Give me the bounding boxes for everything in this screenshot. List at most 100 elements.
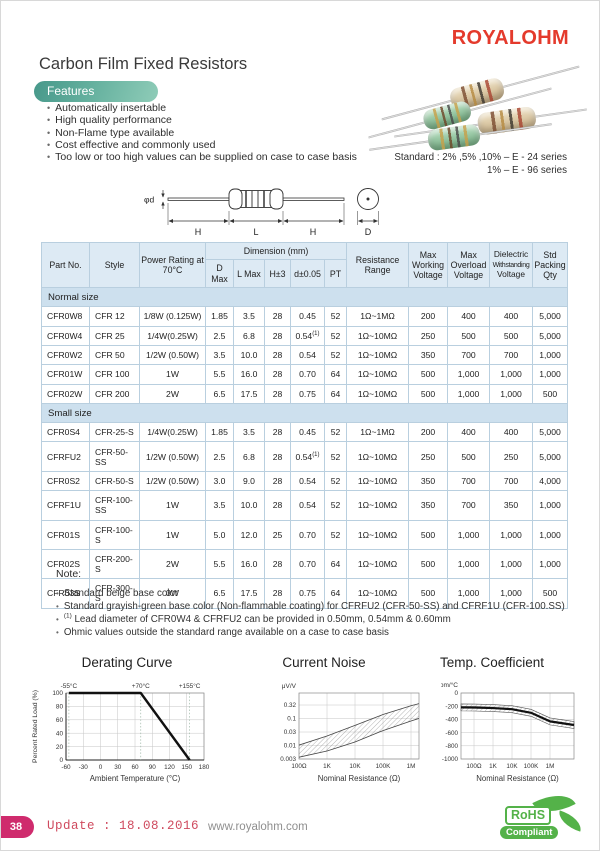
table-cell: 1,000 (447, 364, 491, 385)
svg-text:Nominal Resistance (Ω): Nominal Resistance (Ω) (476, 774, 559, 783)
table-cell: 1,000 (489, 548, 534, 580)
table-cell: 1/4W(0.25W) (139, 325, 206, 346)
svg-text:0.32: 0.32 (284, 702, 297, 709)
table-cell: 1,000 (489, 364, 534, 385)
table-cell: 52 (323, 306, 348, 327)
table-cell: 0.75 (290, 383, 325, 405)
list-item: Cost effective and commonly used (47, 139, 357, 151)
body-center (238, 190, 274, 208)
table-cell: 1/2W (0.50W) (139, 441, 206, 472)
svg-text:-800: -800 (445, 743, 458, 750)
svg-text:0.03: 0.03 (284, 729, 297, 736)
table-cell: CFR-100-SS (89, 490, 140, 521)
table-cell: 1,000 (447, 519, 491, 550)
table-cell: 25 (264, 519, 291, 550)
table-cell: 28 (264, 325, 291, 346)
table-cell: CFR01S (41, 519, 90, 550)
table-cell: 10.0 (233, 490, 265, 521)
table-cell: 1Ω~10MΩ (346, 344, 410, 366)
svg-text:10K: 10K (506, 763, 518, 770)
notes-section: Note: Standard beige base colorStandard … (56, 568, 565, 639)
website-link[interactable]: www.royalohm.com (208, 821, 308, 833)
table-cell: 350 (489, 490, 534, 521)
brand-logo: ROYALOHM (451, 27, 569, 49)
table-cell: 52 (323, 344, 348, 366)
table-cell: 4,000 (532, 470, 569, 492)
table-cell: 5,000 (532, 441, 569, 472)
lead-right (282, 197, 345, 201)
table-cell: 0.70 (290, 364, 325, 385)
svg-text:100Ω: 100Ω (466, 763, 482, 770)
table-cell: 400 (489, 306, 534, 327)
table-cell: 1,000 (532, 548, 569, 580)
table-cell: 28 (264, 441, 291, 472)
col-dim-sub: d±0.05 (290, 259, 325, 289)
table-cell: 1Ω~10MΩ (346, 490, 410, 521)
col-dim-sub: H±3 (264, 259, 291, 289)
svg-text:-200: -200 (445, 703, 458, 710)
spec-table: Part No. Style Power Rating at 70°C Dimensi… (40, 241, 569, 609)
temp-plot: 0 -200 -400 -600 -800 -1000 ppm/°C 100Ω 1K 10K 100… (441, 681, 575, 783)
table-cell: CFR 200 (89, 383, 140, 405)
table-row: CFR0W4 CFR 25 1/4W(0.25W) 2.5 6.8 28 0.54(1) 52… (41, 325, 569, 346)
table-cell: 250 (408, 325, 449, 346)
table-cell: 1Ω~10MΩ (346, 441, 410, 472)
table-cell: 28 (264, 383, 291, 405)
table-cell: 3.5 (233, 421, 265, 443)
table-cell: 52 (323, 325, 348, 346)
table-cell: 500 (447, 441, 491, 472)
svg-text:+70°C: +70°C (132, 682, 150, 690)
table-cell: 64 (323, 548, 348, 580)
table-cell: CFR0S4 (41, 421, 90, 443)
col-resistance: Resistance Range (346, 241, 410, 289)
table-cell: 1W (139, 519, 206, 550)
table-cell: 1Ω~10MΩ (346, 383, 410, 405)
table-cell: 1,000 (489, 383, 534, 405)
table-cell: 2W (139, 383, 206, 405)
table-cell: 28 (264, 364, 291, 385)
standard-series-note: Standard : 2% ,5% ,10% – E - 24 series 1… (394, 152, 567, 177)
svg-text:60: 60 (131, 764, 139, 771)
svg-text:30: 30 (114, 764, 122, 771)
svg-text:120: 120 (164, 764, 175, 771)
table-cell: 5,000 (532, 306, 569, 327)
svg-text:-30: -30 (79, 764, 89, 771)
table-cell: 3.5 (205, 490, 234, 521)
svg-text:90: 90 (149, 764, 157, 771)
table-cell: 28 (264, 490, 291, 521)
dim-label-d: D (365, 227, 372, 237)
list-item: Too low or too high values can be suppli… (47, 151, 357, 163)
table-cell: 64 (323, 383, 348, 405)
col-max-overload: Max Overload Voltage (447, 241, 491, 289)
table-cell: CFR-25-S (89, 421, 140, 443)
table-cell: 1/4W(0.25W) (139, 421, 206, 443)
table-cell: 700 (447, 470, 491, 492)
table-cell: 1,000 (532, 519, 569, 550)
list-item: High quality performance (47, 114, 357, 126)
table-row: CFR0W8 CFR 12 1/8W (0.125W) 1.85 3.5 28 0.45 52… (41, 306, 569, 327)
svg-text:-55°C: -55°C (61, 682, 78, 690)
table-cell: 1W (139, 364, 206, 385)
list-item: Non-Flame type available (47, 127, 357, 139)
noise-band (299, 703, 419, 758)
svg-text:1M: 1M (407, 763, 416, 770)
table-cell: 1Ω~10MΩ (346, 470, 410, 492)
list-item: Standard grayish-green base color (Non-f… (56, 600, 565, 613)
table-cell: 3.0 (205, 470, 234, 492)
table-cell: 0.54 (290, 470, 325, 492)
table-cell: 1/2W (0.50W) (139, 470, 206, 492)
table-cell: 700 (489, 470, 534, 492)
table-cell: 250 (408, 441, 449, 472)
table-cell: 10.0 (233, 344, 265, 366)
table-row: CFR01W CFR 100 1W 5.5 16.0 28 0.70 64 1Ω~10MΩ 500… (41, 364, 569, 385)
table-cell: 1Ω~1MΩ (346, 306, 410, 327)
table-cell: 700 (489, 344, 534, 366)
derating-plot: -55°C +70°C +155°C -60 -30 0 30 60 90 120 150 180 0 2… (32, 682, 210, 783)
noise-plot: 0.32 0.1 0.03 0.01 0.003 μV/V 100Ω 1K 10K 100K 1M N… (280, 683, 420, 783)
svg-text:Ambient Temperature (°C): Ambient Temperature (°C) (90, 774, 181, 783)
dim-label-phi-d: φd (144, 195, 155, 205)
table-cell: 9.0 (233, 470, 265, 492)
table-cell: 1,000 (447, 383, 491, 405)
table-cell: 28 (264, 344, 291, 366)
table-row: CFRF1U CFR-100-SS 1W 3.5 10.0 28 0.54 52 1Ω~10MΩ… (41, 490, 569, 521)
